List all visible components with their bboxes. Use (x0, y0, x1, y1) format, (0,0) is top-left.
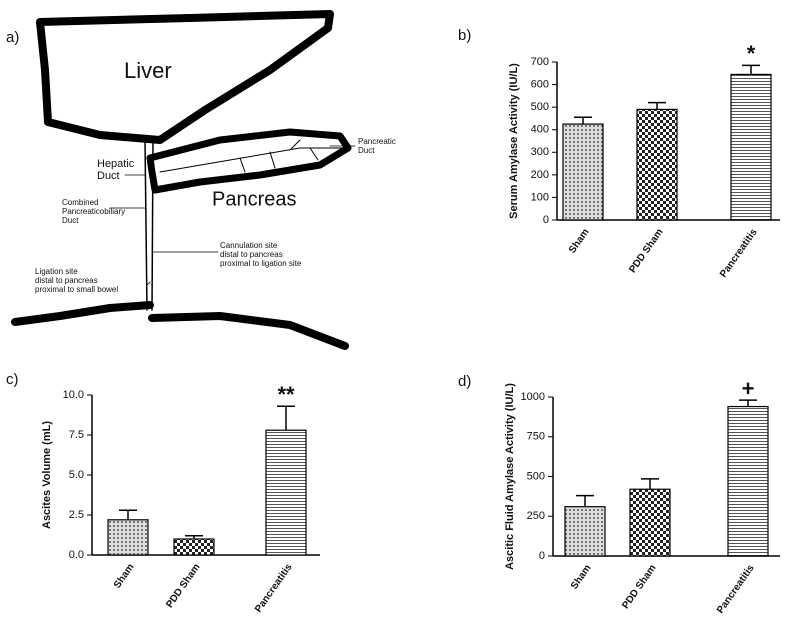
y-tick-label: 200 (531, 169, 549, 181)
y-tick-label: 750 (527, 431, 545, 443)
diagram (11, 10, 356, 350)
bar (564, 506, 606, 557)
y-tick-label: 250 (527, 510, 545, 522)
x-tick-label: Sham (112, 562, 137, 591)
bowel-bottom (148, 312, 349, 350)
y-tick-label: 5.0 (69, 469, 84, 481)
label-line: Duct (97, 170, 120, 182)
y-tick-label: 300 (531, 146, 549, 158)
error-bar (574, 116, 592, 125)
y-tick-label: 500 (531, 101, 549, 113)
x-tick-label: PDD Sham (627, 227, 665, 275)
y-tick-label: 10.0 (63, 389, 84, 401)
panel-label: d) (458, 373, 471, 390)
annotation: ** (277, 382, 295, 407)
error-bar (742, 64, 760, 75)
bar (107, 519, 149, 556)
label-line: Hepatic (97, 158, 135, 170)
y-tick-label: 600 (531, 78, 549, 90)
y-tick-label: 1000 (521, 391, 545, 403)
label-line: proximal to ligation site (220, 259, 302, 268)
label-line: distal to pancreas (220, 250, 283, 259)
y-tick-label: 100 (531, 191, 549, 203)
cannulation-label: Cannulation site distal to pancreas proxim… (220, 241, 302, 268)
bar (562, 123, 604, 221)
y-tick-label: 500 (527, 470, 545, 482)
y-tick-label: 0 (543, 214, 549, 226)
bar (629, 488, 671, 557)
leader-lines (109, 145, 356, 286)
bar (265, 429, 307, 556)
y-tick-label: 2.5 (69, 509, 84, 521)
x-tick-label: PDD Sham (620, 563, 658, 611)
ligation-label: Ligation site distal to pancreas proximal … (35, 267, 118, 294)
x-tick-label: Pancreatitis (253, 562, 295, 615)
annotation: + (742, 376, 755, 401)
panel-label: b) (458, 27, 471, 44)
hepatic-duct-label: Hepatic Duct (97, 158, 135, 182)
y-tick-label: 0 (539, 550, 545, 562)
bar (173, 538, 215, 556)
y-tick-label: 700 (531, 56, 549, 68)
error-bar (119, 509, 137, 520)
combined-duct-label: Combined Pancreaticobiliary Duct (62, 198, 125, 225)
x-tick-label: PDD Sham (164, 562, 202, 610)
error-bar (648, 101, 666, 110)
x-tick-label: Pancreatitis (718, 227, 760, 280)
label-line: proximal to small bowel (35, 285, 118, 294)
bowel-top (11, 301, 154, 326)
error-bar (576, 494, 594, 507)
label-line: distal to pancreas (35, 276, 98, 285)
y-axis-label: Serum Amylase Activity (IU/L) (508, 63, 520, 219)
pancreas-outline (146, 128, 352, 194)
x-tick-label: Pancreatitis (715, 563, 757, 616)
liver-outline (36, 10, 334, 144)
label-line: Pancreaticobiliary (62, 207, 125, 216)
panel-label: c) (6, 371, 19, 388)
bar (727, 405, 769, 557)
panel-label: a) (6, 29, 19, 46)
label-line: Combined (62, 198, 98, 207)
bar (636, 108, 678, 221)
annotation: * (747, 41, 756, 66)
label-line: Duct (62, 216, 79, 225)
error-bar (185, 535, 203, 539)
y-axis-label: Ascites Volume (mL) (41, 421, 53, 529)
liver-label: Liver (124, 58, 172, 83)
label-line: Duct (358, 146, 375, 155)
y-axis-label: Ascitic Fluid Amylase Activity (IU/L) (504, 383, 516, 570)
x-tick-label: Sham (567, 227, 592, 256)
error-bar (739, 399, 757, 407)
common-duct (144, 139, 154, 311)
pancreatic-ducts (159, 139, 346, 173)
label-line: Cannulation site (220, 241, 278, 250)
pancreatic-duct-label: Pancreatic Duct (358, 137, 396, 155)
error-bar (641, 478, 659, 490)
y-tick-label: 400 (531, 124, 549, 136)
pancreas-label: Pancreas (212, 188, 297, 210)
x-tick-label: Sham (569, 563, 594, 592)
y-tick-label: 0.0 (69, 549, 84, 561)
label-line: Ligation site (35, 267, 78, 276)
bar (730, 73, 772, 221)
error-bar (277, 405, 295, 431)
y-tick-label: 7.5 (69, 429, 84, 441)
label-line: Pancreatic (358, 137, 396, 146)
